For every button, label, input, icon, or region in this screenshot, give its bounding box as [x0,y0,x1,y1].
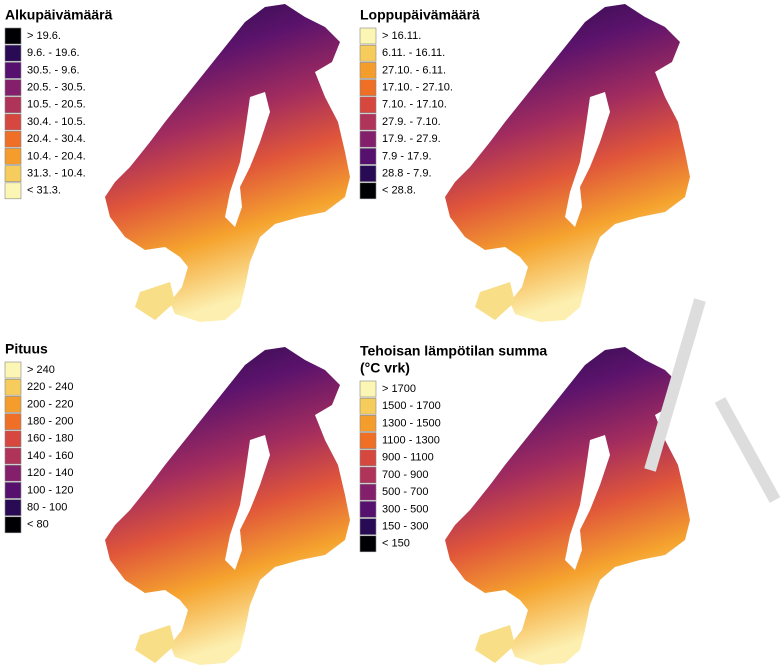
legend-label: 150 - 300 [382,521,428,533]
legend-label: 10.4. - 20.4. [27,150,86,162]
legend-swatch [4,79,22,96]
legend-label: 27.9. - 7.10. [382,116,441,128]
legend-swatch [359,449,377,467]
legend-label: < 150 [382,538,410,550]
legend-swatch [359,432,377,449]
legend-swatch [4,96,22,114]
legend-title: Tehoisan lämpötilan summa [360,343,547,359]
legend-swatch [4,361,22,379]
legend-swatch [4,27,22,45]
legend-title: Loppupäivämäärä [360,7,480,23]
legend-label: < 80 [27,519,49,531]
legend-label: 6.11. - 16.11. [382,47,445,59]
legend-label: 200 - 220 [27,398,73,410]
legend-label: 31.3. - 10.4. [27,168,86,180]
legend-label: 500 - 700 [382,486,428,498]
legend-title: Pituus [5,341,48,357]
legend-swatch [4,447,22,465]
legend-swatch [4,430,22,448]
legends: Alkupäivämäärä > 19.6. 9.6. - 19.6. 30.5. -… [4,7,547,553]
map [445,4,690,322]
legend-swatch [359,535,377,553]
legend-label: > 1700 [382,383,416,395]
legend-label: 120 - 140 [27,467,73,479]
legend-label: 160 - 180 [27,433,73,445]
legend-swatch [4,499,22,516]
legend-label: 27.10. - 6.11. [382,64,446,76]
legend-label: < 28.8. [382,185,416,197]
legend-label: 1100 - 1300 [382,435,440,447]
legend-swatch [359,415,377,432]
legend-swatch [4,130,22,148]
legend-swatch [359,96,377,114]
legend-swatch [4,62,22,79]
legend-label: 10.5. - 20.5. [27,99,86,111]
watermark [644,298,781,503]
legend-label: 30.5. - 9.6. [27,64,80,76]
legend-swatch [359,27,377,45]
legend-label: 180 - 200 [27,416,73,428]
legend-label: 300 - 500 [382,503,428,515]
legend-swatch [359,165,377,182]
legend-swatch [359,501,377,518]
legend-swatch [359,79,377,96]
legend-label: 20.4. - 30.4. [27,133,86,145]
legend-swatch [359,130,377,148]
legend-label: 140 - 160 [27,450,73,462]
legend-label: 1500 - 1700 [382,400,441,412]
legend-label: 17.9. - 27.9. [382,133,441,145]
legend-swatch [4,482,22,499]
legend-swatch [4,516,22,534]
legend-label: > 16.11. [382,30,421,42]
legend-swatch [359,62,377,79]
legend-label: > 240 [27,364,55,376]
legend-title: Alkupäivämäärä [5,7,113,23]
legend-label: 7.9 - 17.9. [382,150,432,162]
legend-swatch [4,113,22,131]
legend-label: 28.8 - 7.9. [382,168,432,180]
legend-label: 30.4. - 10.5. [27,116,86,128]
legend-swatch [359,483,377,501]
legend-label: 220 - 240 [27,381,73,393]
map [105,4,350,322]
legend-label: 1300 - 1500 [382,417,441,429]
legend-label: 900 - 1100 [382,452,434,464]
legend-swatch [4,148,22,165]
legend-swatch [359,182,377,200]
legend-swatch [4,396,22,413]
legend-label: 7.10. - 17.10. [382,99,447,111]
legend-swatch [359,380,377,398]
legend-label: 80 - 100 [27,502,67,514]
legend-swatch [359,148,377,165]
legend-label: > 19.6. [27,30,61,42]
map [105,347,350,665]
legend-swatch [4,413,22,430]
legend-swatch [4,165,22,182]
legend-swatch [359,44,377,62]
legend-swatch [359,518,377,535]
map [445,347,690,665]
legend-subtitle: (°C vrk) [360,360,410,376]
legend-label: 17.10. - 27.10. [382,82,453,94]
legend-swatch [359,397,377,415]
legend-label: 700 - 900 [382,469,428,481]
legend-label: 100 - 120 [27,484,73,496]
legend-swatch [4,464,22,482]
legend-swatch [359,466,377,484]
legend-swatch [4,378,22,396]
legend-swatch [359,113,377,131]
legend-label: 20.5. - 30.5. [27,82,86,94]
legend-label: 9.6. - 19.6. [27,47,80,59]
legend-swatch [4,182,22,200]
legend-label: < 31.3. [27,185,61,197]
legend-swatch [4,44,22,62]
